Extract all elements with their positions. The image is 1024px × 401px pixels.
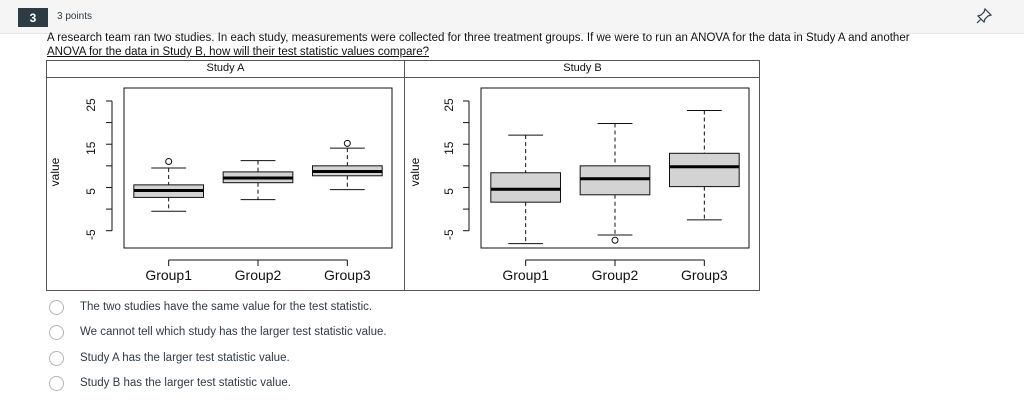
- study-a-y-tick-label: 5: [84, 188, 98, 195]
- study-b-title: Study B: [563, 62, 602, 74]
- study-a-x-tick-label: Group1: [145, 267, 192, 283]
- question-text-line2: ANOVA for the data in Study B, how will …: [47, 46, 430, 58]
- box-study-b-2-iqr-box: [579, 165, 651, 196]
- study-a-x-tick-label: Group3: [324, 267, 371, 283]
- study-a-y-axis-label: value: [48, 157, 62, 186]
- title-divider: [47, 77, 759, 78]
- box-study-b-1-iqr-box: [490, 172, 562, 203]
- boxplot-figure: Study A Study B -5 5 15 25 value Group1 Group2…: [46, 60, 760, 291]
- question-text-line1: A research team ran two studies. In each…: [47, 32, 910, 44]
- box-study-b-3-iqr-box: [668, 152, 740, 188]
- option-study-a-larger[interactable]: Study A has the larger test statistic va…: [46, 348, 606, 368]
- study-b-y-tick-label: 5: [442, 188, 456, 195]
- option-same-value[interactable]: The two studies have the same value for …: [46, 297, 606, 317]
- pin-icon[interactable]: [975, 7, 993, 25]
- option-cannot-tell[interactable]: We cannot tell which study has the large…: [46, 322, 606, 342]
- question-points: 3 points: [57, 11, 93, 22]
- study-b-x-tick-label: Group3: [681, 267, 728, 283]
- radio-button[interactable]: [49, 324, 64, 340]
- option-study-b-larger[interactable]: Study B has the larger test statistic va…: [46, 373, 606, 393]
- study-b-plot-frame: [480, 87, 750, 249]
- study-a-title: Study A: [206, 62, 245, 74]
- box-study-a-3-outlier: [343, 139, 351, 147]
- option-label: We cannot tell which study has the large…: [80, 326, 387, 338]
- boxplot-canvas: -5 5 15 25 value Group1 Group2 Group3 -5 5 15 25 val…: [48, 87, 750, 283]
- study-b-y-tick-label: 15: [442, 141, 456, 155]
- study-b-x-tick-label: Group1: [502, 267, 549, 283]
- study-b-y-tick-label: -5: [442, 229, 456, 240]
- question-text: A research team ran two studies. In each…: [47, 31, 977, 59]
- radio-button[interactable]: [49, 375, 64, 391]
- box-study-a-1-outlier: [165, 158, 173, 166]
- radio-button[interactable]: [49, 350, 64, 366]
- study-b-y-tick-label: 25: [442, 98, 456, 112]
- study-a-plot-frame: [123, 87, 393, 249]
- option-label: Study B has the larger test statistic va…: [80, 377, 291, 389]
- radio-button[interactable]: [49, 299, 64, 315]
- question-header: 3 3 points: [0, 0, 1024, 34]
- panel-divider: [404, 61, 405, 290]
- box-study-b-2-outlier: [611, 236, 619, 244]
- study-a-y-tick-label: 15: [84, 141, 98, 155]
- study-a-y-tick-label: 25: [84, 98, 98, 112]
- study-b-x-tick-label: Group2: [592, 267, 639, 283]
- option-label: The two studies have the same value for …: [80, 301, 373, 313]
- study-a-y-tick-label: -5: [84, 229, 98, 240]
- study-b-y-axis-label: value: [408, 157, 422, 186]
- study-a-x-tick-label: Group2: [235, 267, 282, 283]
- option-label: Study A has the larger test statistic va…: [80, 352, 290, 364]
- question-number: 3: [18, 8, 48, 27]
